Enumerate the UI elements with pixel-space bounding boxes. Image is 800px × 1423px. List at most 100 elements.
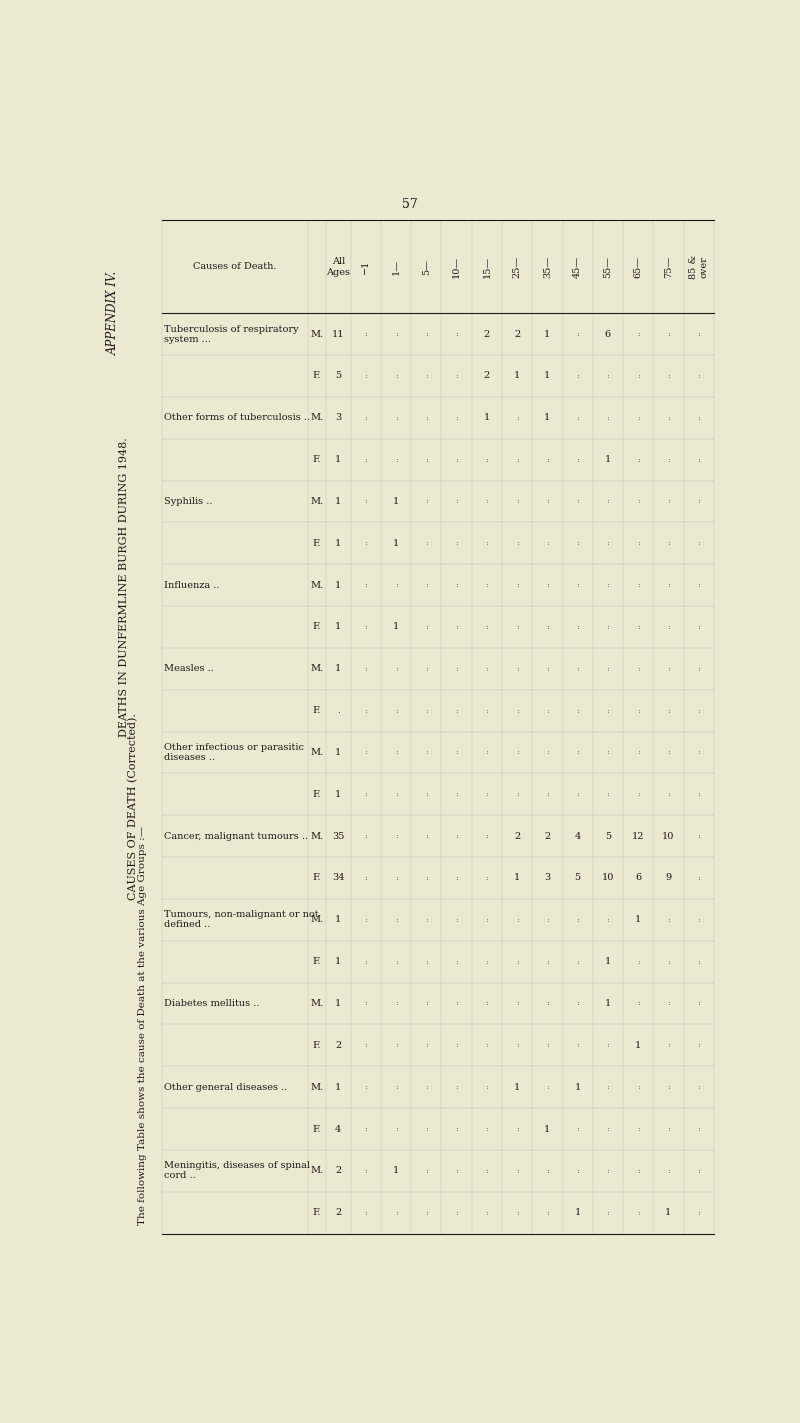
Text: M.: M. [310, 1083, 324, 1091]
Text: 5: 5 [574, 874, 581, 882]
Text: :: : [667, 623, 670, 630]
Text: :: : [425, 1042, 428, 1049]
Text: 2: 2 [484, 371, 490, 380]
Text: cord ..: cord .. [165, 1171, 196, 1180]
Text: :: : [637, 414, 639, 421]
Text: :: : [365, 1126, 367, 1133]
Text: :: : [546, 455, 549, 464]
Text: :: : [425, 916, 428, 924]
Text: :: : [486, 999, 488, 1007]
Text: :: : [425, 623, 428, 630]
Text: :: : [606, 1042, 610, 1049]
Text: :: : [516, 958, 518, 966]
Text: :: : [637, 1208, 639, 1217]
Text: :: : [425, 1083, 428, 1091]
Text: 35—: 35— [543, 256, 552, 277]
Text: :: : [486, 916, 488, 924]
Text: :: : [667, 748, 670, 757]
Text: 1: 1 [605, 455, 611, 464]
Text: :: : [486, 539, 488, 548]
Text: :: : [606, 790, 610, 798]
Text: :: : [637, 455, 639, 464]
Text: :: : [516, 539, 518, 548]
Text: F.: F. [313, 790, 322, 798]
Text: :: : [455, 665, 458, 673]
Text: :: : [698, 790, 700, 798]
Text: :: : [425, 958, 428, 966]
Text: M.: M. [310, 999, 324, 1007]
Text: :: : [516, 999, 518, 1007]
Text: :: : [606, 707, 610, 714]
Text: :: : [486, 1042, 488, 1049]
Text: 1: 1 [393, 497, 399, 507]
Text: :: : [425, 874, 428, 882]
Text: :: : [486, 455, 488, 464]
Text: Diabetes mellitus ..: Diabetes mellitus .. [165, 999, 260, 1007]
Text: 1—: 1— [392, 259, 401, 275]
Text: :: : [667, 790, 670, 798]
Text: :: : [576, 581, 579, 589]
Text: :: : [425, 748, 428, 757]
Text: :: : [516, 1167, 518, 1175]
Text: :: : [455, 1042, 458, 1049]
Text: :: : [516, 455, 518, 464]
Text: M.: M. [310, 831, 324, 841]
Text: :: : [516, 916, 518, 924]
Text: :: : [698, 1167, 700, 1175]
Text: :: : [576, 707, 579, 714]
Text: :: : [606, 1126, 610, 1133]
Text: 1: 1 [335, 455, 342, 464]
Text: F.: F. [313, 1040, 322, 1050]
Text: :: : [637, 581, 639, 589]
Text: :: : [486, 665, 488, 673]
Text: :: : [576, 371, 579, 380]
Text: :: : [576, 916, 579, 924]
Text: Other forms of tuberculosis ..: Other forms of tuberculosis .. [165, 413, 310, 423]
Text: :: : [365, 455, 367, 464]
Text: :: : [455, 748, 458, 757]
Text: :: : [455, 707, 458, 714]
Text: 1: 1 [605, 999, 611, 1007]
Text: 4: 4 [574, 831, 581, 841]
Text: :: : [546, 581, 549, 589]
Text: 1: 1 [335, 999, 342, 1007]
Text: :: : [698, 371, 700, 380]
Text: :: : [606, 581, 610, 589]
Text: :: : [637, 1126, 639, 1133]
Text: :: : [516, 707, 518, 714]
Text: :: : [546, 916, 549, 924]
Text: :: : [576, 498, 579, 505]
Text: :: : [698, 455, 700, 464]
Text: :: : [637, 665, 639, 673]
Text: :: : [576, 1126, 579, 1133]
Text: :: : [546, 999, 549, 1007]
Text: :: : [365, 539, 367, 548]
Text: 2: 2 [544, 831, 550, 841]
Text: :: : [576, 1042, 579, 1049]
Text: :: : [698, 707, 700, 714]
Text: The following Table shows the cause of Death at the various Age Groups :—: The following Table shows the cause of D… [138, 825, 146, 1225]
Text: 1: 1 [393, 1167, 399, 1175]
Text: :: : [365, 330, 367, 339]
Text: Tuberculosis of respiratory: Tuberculosis of respiratory [165, 324, 299, 333]
Text: :: : [637, 790, 639, 798]
Text: :: : [486, 1167, 488, 1175]
Text: :: : [606, 498, 610, 505]
Text: CAUSES OF DEATH (Corrected).: CAUSES OF DEATH (Corrected). [128, 713, 138, 899]
Text: :: : [637, 1083, 639, 1091]
Text: :: : [637, 707, 639, 714]
Text: :: : [455, 1167, 458, 1175]
Text: 2: 2 [335, 1040, 342, 1050]
Text: :: : [516, 414, 518, 421]
Text: M.: M. [310, 665, 324, 673]
Text: 1: 1 [335, 1083, 342, 1091]
Text: :: : [576, 330, 579, 339]
Text: F.: F. [313, 706, 322, 716]
Text: 1: 1 [666, 1208, 671, 1217]
Text: 1: 1 [335, 581, 342, 589]
Text: :: : [637, 623, 639, 630]
Text: :: : [486, 790, 488, 798]
Text: :: : [516, 790, 518, 798]
Text: :: : [516, 498, 518, 505]
Text: 12: 12 [632, 831, 645, 841]
